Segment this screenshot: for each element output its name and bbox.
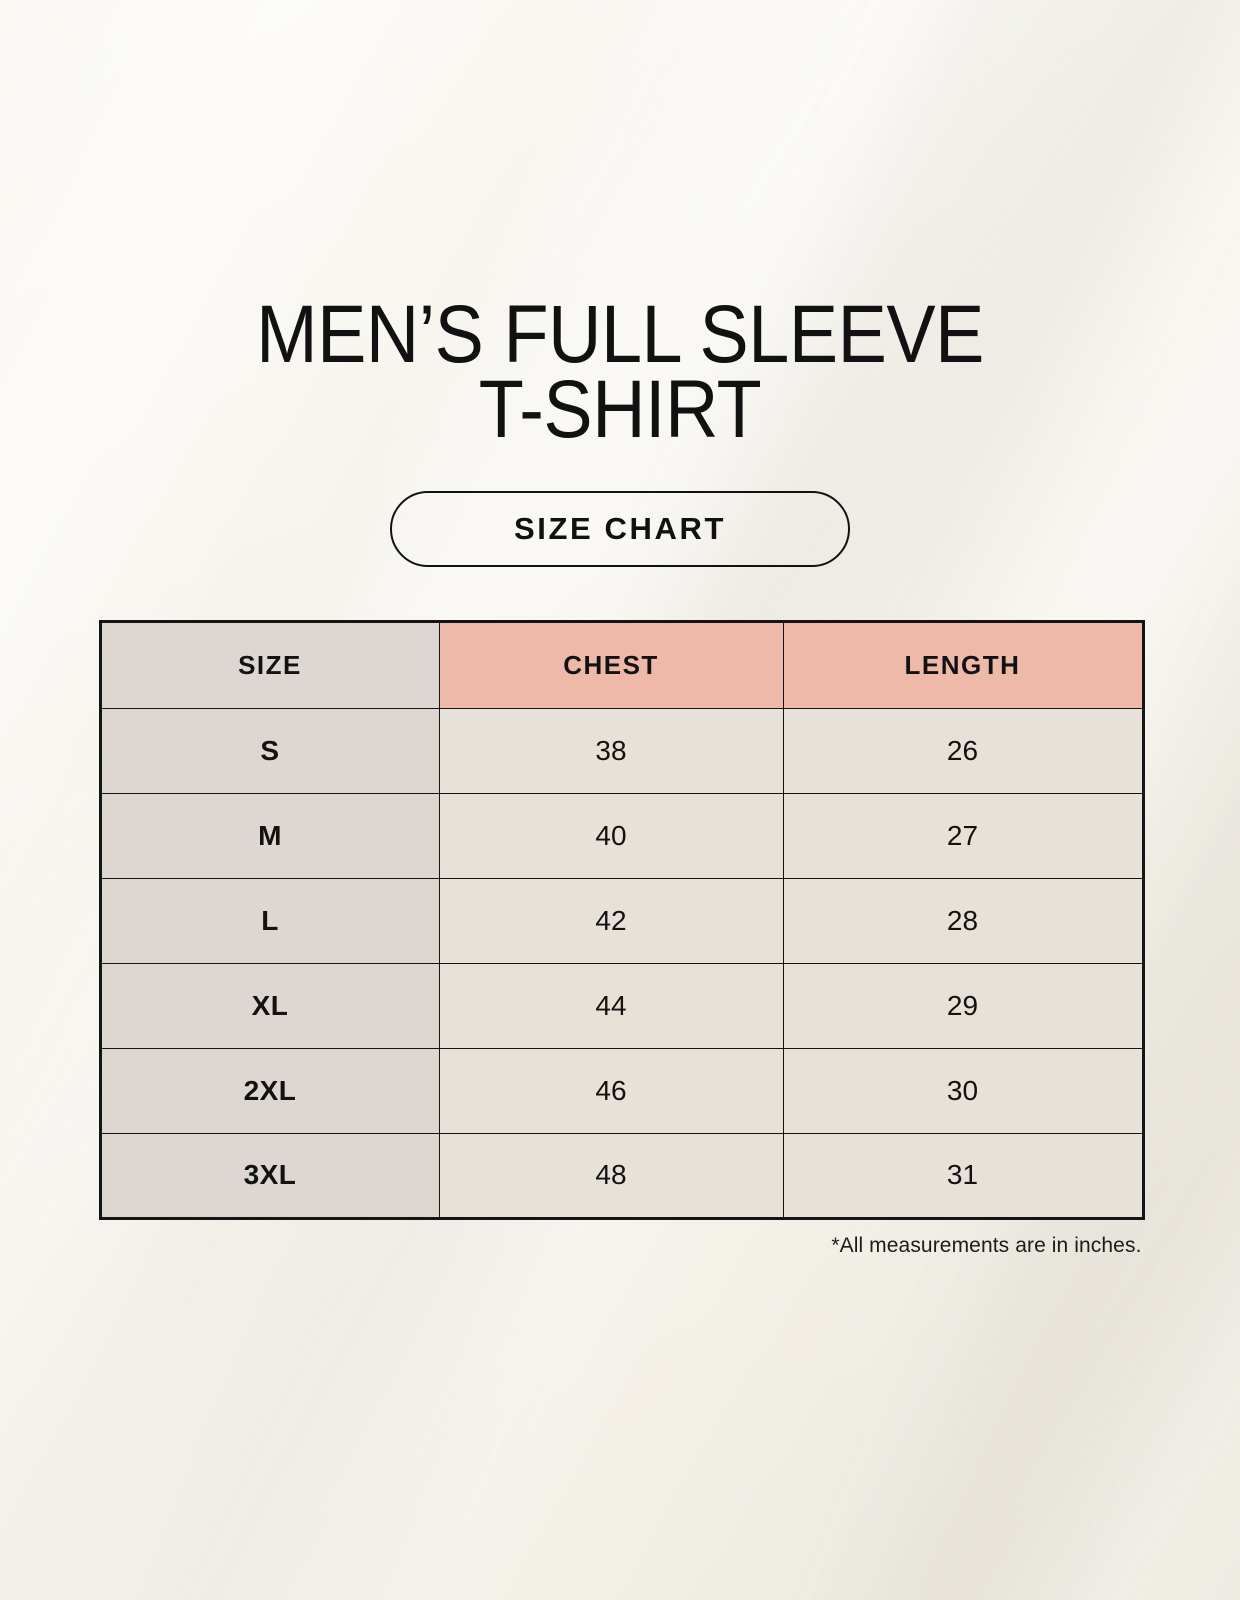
table-header-row: SIZE CHEST LENGTH — [99, 620, 1144, 709]
table-row: XL 44 29 — [99, 962, 1144, 1049]
size-table: SIZE CHEST LENGTH S 38 26 M 40 27 — [98, 619, 1145, 1220]
cell-length: 27 — [782, 792, 1144, 879]
cell-size: XL — [99, 962, 440, 1049]
cell-chest: 48 — [438, 1132, 784, 1219]
cell-size: S — [99, 707, 440, 794]
cell-size: 2XL — [99, 1047, 440, 1134]
measurement-note: *All measurements are in inches. — [831, 1233, 1142, 1257]
column-header-length: LENGTH — [782, 620, 1144, 709]
cell-chest: 40 — [438, 792, 784, 879]
column-header-size: SIZE — [99, 620, 440, 709]
table-row: 3XL 48 31 — [99, 1132, 1144, 1219]
page-title-line-1: MEN’S FULL SLEEVE — [256, 289, 984, 380]
table-row: L 42 28 — [99, 877, 1144, 964]
cell-chest: 38 — [438, 707, 784, 794]
cell-length: 29 — [782, 962, 1144, 1049]
cell-chest: 46 — [438, 1047, 784, 1134]
poster-content: MEN’S FULL SLEEVE T-SHIRT SIZE CHART SIZ… — [0, 0, 1240, 1257]
table-row: 2XL 46 30 — [99, 1047, 1144, 1134]
page-title: MEN’S FULL SLEEVE T-SHIRT — [62, 0, 1178, 456]
cell-length: 30 — [782, 1047, 1144, 1134]
cell-chest: 44 — [438, 962, 784, 1049]
cell-length: 31 — [782, 1132, 1144, 1219]
cell-chest: 42 — [438, 877, 784, 964]
size-table-head: SIZE CHEST LENGTH — [99, 620, 1144, 709]
size-table-wrap: SIZE CHEST LENGTH S 38 26 M 40 27 — [98, 619, 1145, 1220]
page-title-line-2: T-SHIRT — [478, 364, 762, 456]
size-chart-badge-wrap: SIZE CHART — [0, 490, 1240, 567]
cell-size: L — [99, 877, 440, 964]
table-row: M 40 27 — [99, 792, 1144, 879]
size-table-body: S 38 26 M 40 27 L 42 28 XL — [99, 707, 1144, 1219]
size-chart-badge: SIZE CHART — [390, 490, 850, 567]
cell-size: M — [99, 792, 440, 879]
table-row: S 38 26 — [99, 707, 1144, 794]
cell-length: 28 — [782, 877, 1144, 964]
cell-size: 3XL — [99, 1132, 440, 1219]
cell-length: 26 — [782, 707, 1144, 794]
column-header-chest: CHEST — [438, 620, 784, 709]
